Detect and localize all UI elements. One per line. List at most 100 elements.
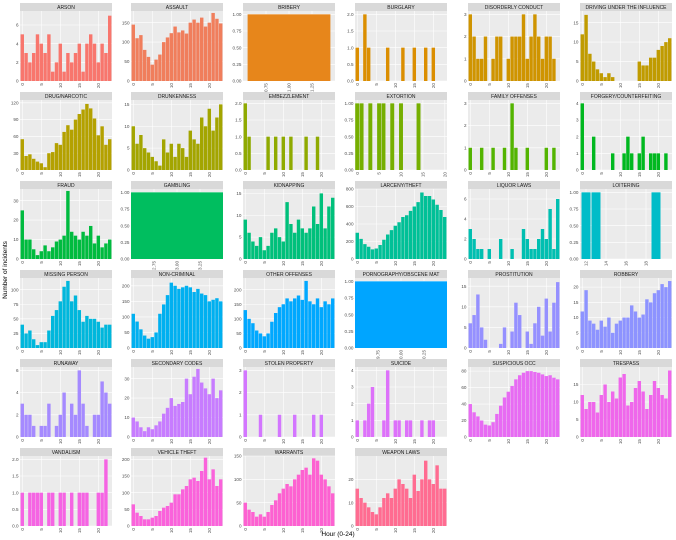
bar-robbery-6	[603, 326, 607, 348]
bar-suicide-3	[370, 387, 375, 437]
panel-strip	[468, 270, 560, 278]
y-tick-label: 20	[348, 477, 354, 482]
panel-strip-label: DRUNKENNESS	[158, 94, 197, 100]
x-tick-label: 15	[77, 261, 82, 267]
bar-driving-under-the-influence-19	[652, 57, 657, 81]
x-tick-label: 5	[262, 172, 267, 175]
bar-arson-5	[39, 43, 43, 81]
panel-strip	[20, 181, 112, 189]
bar-trespass-1	[584, 409, 588, 437]
y-tick-label: 0	[351, 257, 354, 262]
y-tick-label: 1.00	[570, 190, 579, 195]
panel-gambling: GAMBLING 0.00 0.25 0.50 0.75 1.00 12.75 13.00 13…	[121, 181, 223, 273]
bar-fraud-19	[92, 243, 97, 259]
y-tick-label: 15	[573, 300, 579, 305]
y-tick-label: 0	[464, 346, 467, 351]
bar-vehicle-theft-16	[192, 477, 196, 526]
bar-weapon-laws-3	[366, 507, 371, 526]
x-tick-label: 15	[77, 528, 82, 534]
bar-extortion-1	[359, 103, 364, 170]
x-tick-label: 0	[20, 439, 25, 442]
bar-other-offenses-1	[247, 318, 251, 348]
bar-fraud-17	[85, 235, 89, 259]
bar-weapon-laws-19	[427, 479, 432, 526]
x-tick-label: 0	[468, 172, 473, 175]
y-tick-label: 0	[127, 79, 130, 84]
bar-missing-person-8	[50, 315, 55, 348]
bar-robbery-8	[610, 332, 615, 348]
bar-prostitution-13	[537, 306, 541, 348]
bar-robbery-20	[656, 290, 661, 348]
panel-strip	[355, 359, 447, 367]
y-tick-label: 2	[464, 123, 467, 128]
bar-prostitution-14	[540, 335, 545, 348]
panel-strip	[243, 448, 335, 456]
bar-burglary-2	[366, 47, 371, 81]
bar-other-offenses-4	[258, 333, 263, 348]
bar-driving-under-the-influence-5	[599, 73, 603, 81]
y-tick-label: 3	[464, 101, 467, 106]
bar-vehicle-theft-15	[188, 479, 193, 526]
bar-larceny-theft-1	[359, 238, 363, 259]
y-tick-label: 90	[13, 117, 19, 122]
bar-robbery-21	[660, 284, 664, 348]
bar-prostitution-5	[498, 343, 503, 348]
bar-family-offenses-8	[552, 147, 556, 170]
panel-strip	[20, 270, 112, 278]
y-tick-label: 50	[124, 330, 130, 335]
y-tick-label: 20	[124, 396, 130, 401]
y-tick-label: 0	[464, 435, 467, 440]
y-tick-label: 200	[122, 457, 130, 462]
bar-non-criminal-12	[177, 288, 181, 348]
bar-drug-narcotic-7	[47, 153, 51, 170]
bar-burglary-4	[401, 47, 405, 81]
bar-disorderly-conduct-7	[498, 36, 503, 81]
x-tick-label: 20	[544, 350, 549, 356]
bar-warrants-19	[315, 460, 320, 526]
bar-trespass-21	[660, 395, 664, 437]
x-tick-label: 20	[96, 350, 101, 356]
bar-prostitution-9	[517, 315, 522, 348]
bar-driving-under-the-influence-8	[610, 77, 615, 81]
bar-fraud-16	[81, 231, 85, 259]
bar-fraud-9	[54, 241, 59, 259]
x-tick-label: 5	[374, 528, 379, 531]
x-tick-label: 0	[131, 528, 136, 531]
x-tick-label: 5	[374, 83, 379, 86]
bar-fraud-5	[39, 251, 43, 259]
bar-warrants-9	[277, 493, 282, 526]
bar-disorderly-conduct-16	[537, 36, 541, 81]
y-tick-label: 0.0	[12, 524, 19, 529]
x-axis-title: Hour (0-24)	[321, 531, 354, 538]
bar-warrants-22	[327, 486, 331, 526]
bar-family-offenses-5	[514, 147, 518, 170]
y-tick-label: 2	[576, 134, 579, 139]
bar-kidnapping-21	[323, 228, 327, 259]
bar-runaway-3	[31, 425, 36, 437]
bar-suspicious-occ-2	[476, 416, 480, 437]
bar-driving-under-the-influence-1	[584, 14, 588, 82]
bar-kidnapping-0	[243, 219, 247, 259]
bar-runaway-14	[85, 425, 89, 437]
bar-weapon-laws-10	[393, 488, 398, 526]
y-tick-label: 0.25	[345, 151, 354, 156]
bar-runaway-18	[104, 392, 108, 437]
bar-assault-21	[211, 12, 215, 82]
y-tick-label: 0	[239, 435, 242, 440]
bar-secondary-codes-16	[192, 376, 196, 437]
bar-warrants-20	[319, 474, 324, 526]
x-tick-label: 14	[604, 261, 609, 267]
bar-assault-7	[158, 54, 162, 81]
x-tick-label: 0	[355, 83, 360, 86]
x-tick-label: 0	[243, 528, 248, 531]
y-tick-label: 0	[16, 168, 19, 173]
y-tick-label: 100	[11, 287, 19, 292]
bar-vandalism-11	[81, 492, 85, 526]
bar-warrants-6	[266, 512, 270, 526]
x-tick-label: 15	[412, 261, 417, 267]
bar-other-offenses-17	[308, 301, 312, 348]
y-tick-label: 400	[346, 222, 354, 227]
bar-disorderly-conduct-2	[476, 58, 480, 81]
bar-larceny-theft-9	[389, 230, 394, 259]
y-tick-label: 4	[16, 41, 19, 46]
